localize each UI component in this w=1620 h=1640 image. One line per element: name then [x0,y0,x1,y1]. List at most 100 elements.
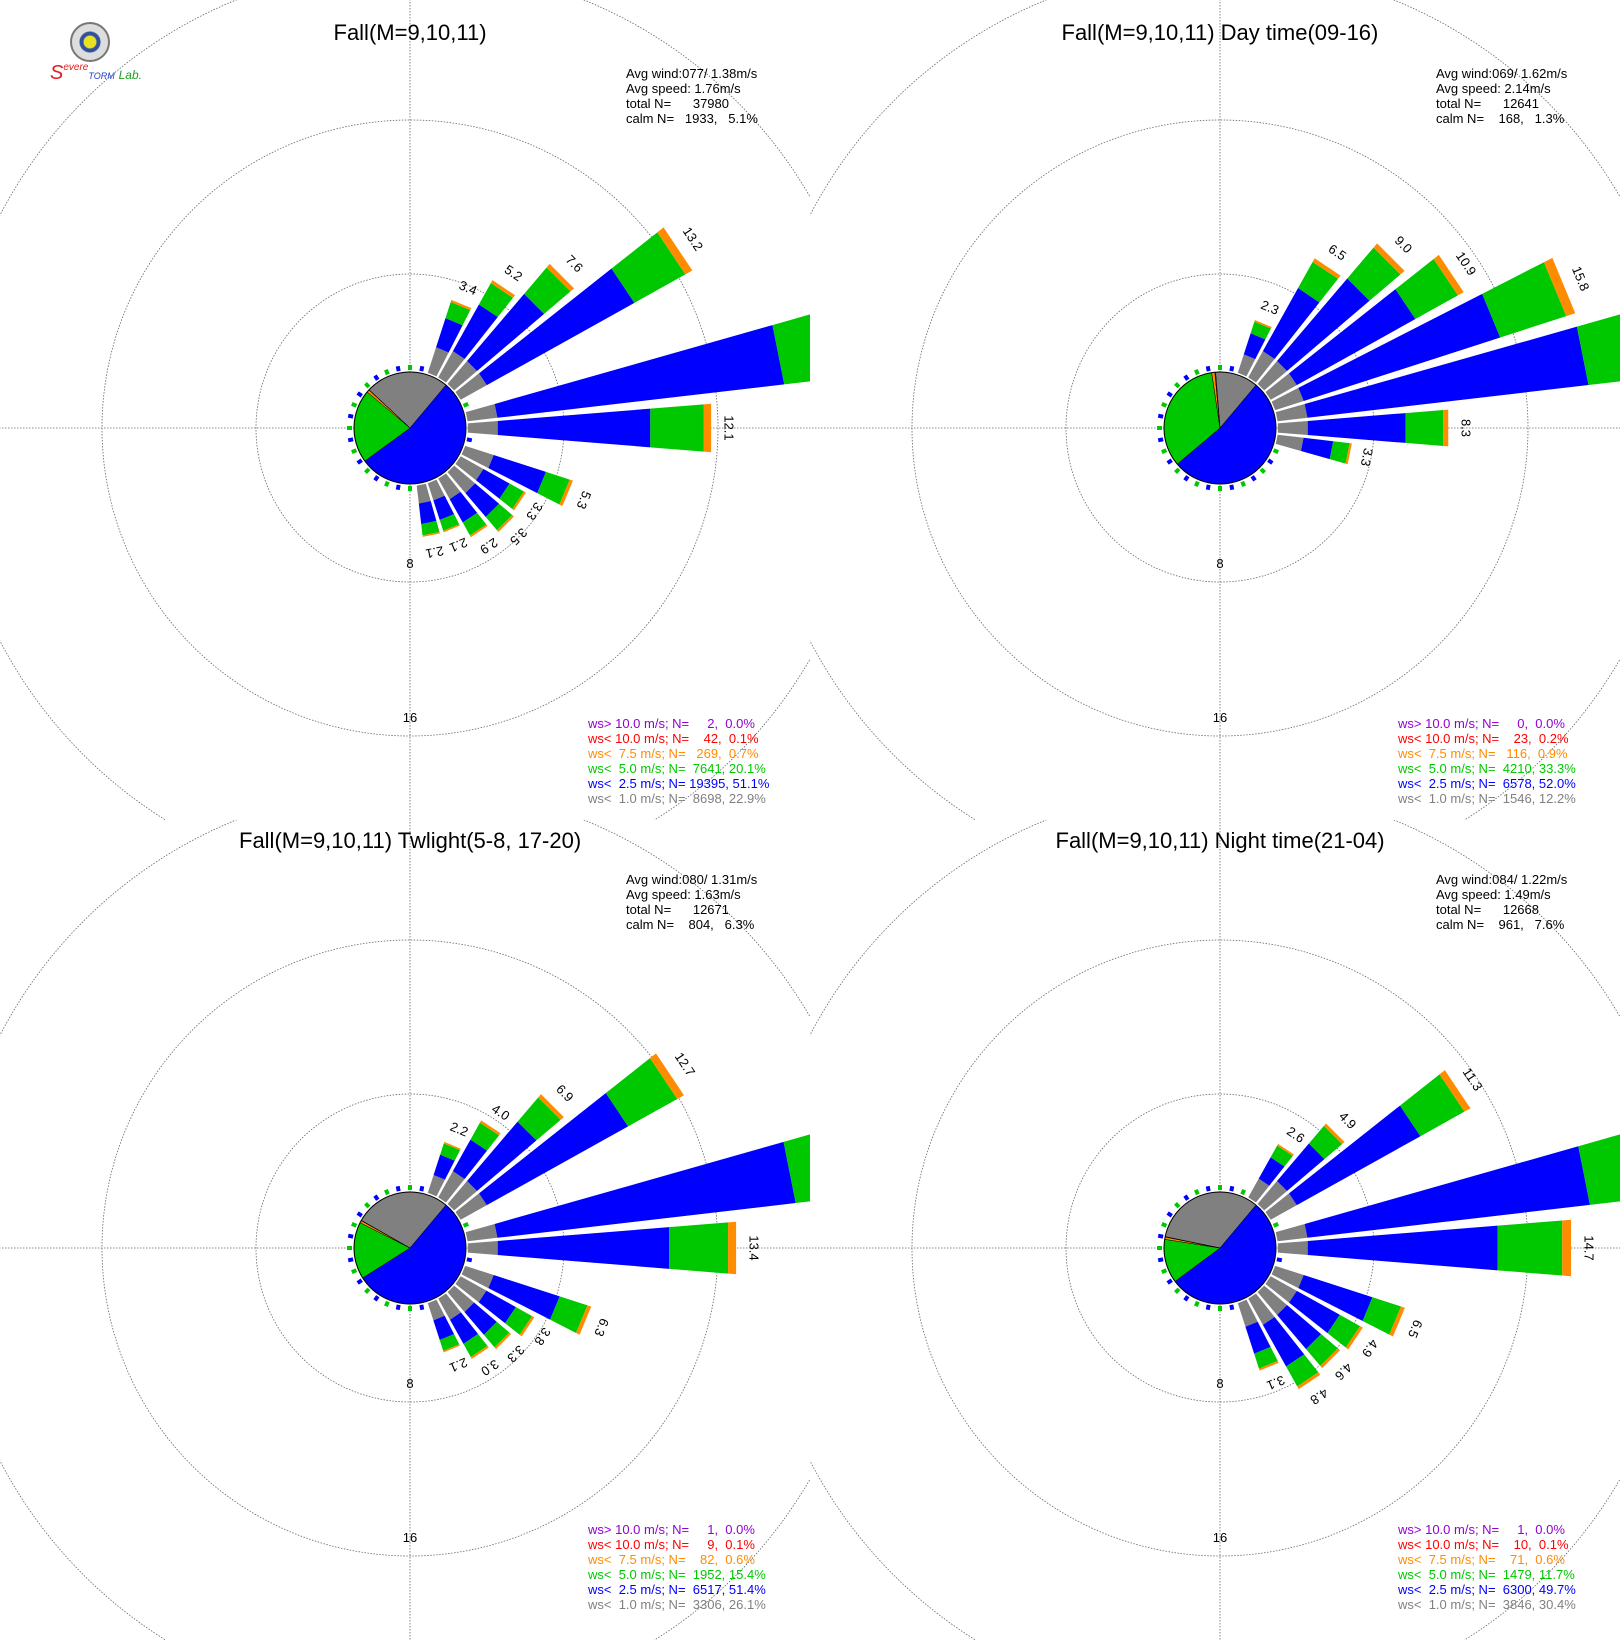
bar-segment-mid [470,1122,500,1151]
bar-segment-low [1298,1275,1373,1321]
bar-label: 13.2 [680,224,707,253]
legend-entry: ws< 1.0 m/s; N= 1546, 12.2% [1398,791,1576,806]
wind-rose-panel-4: 816242.64.911.321.214.76.54.94.64.83.1Fa… [810,820,1620,1640]
bar-segment-mid [445,302,471,326]
bar-label: 2.1 [424,543,445,561]
legend-entry: ws< 2.5 m/s; N= 19395, 51.1% [588,776,770,791]
legend-entry: ws< 5.0 m/s; N= 7641, 20.1% [588,761,766,776]
legend-entry: ws< 2.5 m/s; N= 6517, 51.4% [588,1582,766,1597]
bar-label: 11.3 [1460,1065,1486,1094]
perimeter-tick [1272,448,1279,454]
bar-segment-calm [1248,1293,1275,1325]
bar-segment-high [1543,257,1576,317]
perimeter-tick [1267,458,1274,465]
bar-segment-mid [499,483,524,509]
perimeter-tick [364,1202,371,1209]
bar-segment-calm [467,420,498,436]
legend-entry: ws< 10.0 m/s; N= 23, 0.2% [1398,731,1569,746]
bar-segment-low [433,1315,455,1341]
bar-segment-calm [455,1193,487,1220]
bar-segment-low [494,325,785,418]
bar-segment-calm [465,403,498,422]
bar-segment-calm [467,1240,498,1256]
perimeter-tick [384,1300,390,1307]
perimeter-tick [462,402,469,408]
perimeter-tick [364,1287,371,1294]
wind-stats: Avg wind:077/ 1.38m/s Avg speed: 1.76m/s t… [626,66,758,126]
stat-line: total N= 12641 [1436,96,1539,111]
bar-segment-low [478,1290,516,1324]
speed-class-legend: ws> 10.0 m/s; N= 1, 0.0% ws< 10.0 m/s; N=… [1398,1522,1576,1612]
stat-line: Avg speed: 1.49m/s [1436,887,1551,902]
perimeter-tick [1157,1233,1164,1239]
legend-entry: ws< 1.0 m/s; N= 8698, 22.9% [588,791,766,806]
bar-segment-calm [447,1285,475,1313]
bar-segment-mid [421,521,440,536]
bar-segment-mid [478,283,513,318]
legend-entry: ws< 10.0 m/s; N= 10, 0.1% [1398,1537,1569,1552]
bar-segment-mid [537,471,570,505]
perimeter-tick [347,1257,354,1263]
perimeter-tick [1240,1189,1246,1196]
bar-segment-calm [1277,420,1308,436]
perimeter-tick [1229,1185,1235,1192]
perimeter-tick [1194,1189,1200,1196]
bar-segment-low [488,455,547,494]
perimeter-tick [351,1222,358,1228]
bar-segment-mid [1576,314,1620,386]
bar-label: 2.2 [448,1119,470,1140]
bar-segment-high [443,524,460,533]
bar-segment-high [469,524,488,538]
lab-logo-text: SevereTORM Lab. [50,62,142,84]
bar-segment-low [464,1302,497,1335]
bar-label: 3.3 [1358,447,1376,468]
perimeter-tick [1229,1304,1235,1311]
bar-label: 6.5 [1405,1318,1426,1340]
bar-segment-mid [1482,262,1567,338]
bar-segment-calm [1248,351,1275,383]
perimeter-tick [1166,391,1173,398]
perimeter-tick [356,1278,363,1285]
bar-label: 7.6 [563,252,586,275]
bar-segment-low [488,1275,560,1320]
stat-line: Avg wind:077/ 1.38m/s [626,66,758,81]
ring-label-8: 8 [1216,1376,1223,1391]
bar-segment-high [1562,1219,1572,1277]
bar-segment-low [1277,1305,1322,1350]
legend-entry: ws< 10.0 m/s; N= 9, 0.1% [588,1537,755,1552]
perimeter-tick [1229,365,1235,372]
panel-title: Fall(M=9,10,11) Twlight(5-8, 17-20) [239,828,582,853]
bar-segment-calm [1265,373,1297,400]
bar-label: 2.3 [1259,297,1281,318]
stat-line: Avg wind:084/ 1.22m/s [1436,872,1568,887]
perimeter-tick [1174,382,1181,389]
bar-label: 3.8 [531,1325,554,1348]
bar-segment-high [450,299,472,311]
stat-line: total N= 12671 [626,902,729,917]
bar-segment-mid [1270,1145,1293,1167]
bar-segment-high [1443,409,1449,447]
perimeter-tick [384,369,390,376]
stat-line: total N= 37980 [626,96,729,111]
perimeter-tick [1157,437,1164,443]
bar-segment-mid [1395,258,1458,320]
perimeter-tick [1174,1287,1181,1294]
perimeter-tick [1205,1304,1211,1311]
bar-segment-calm [427,479,445,501]
stat-line: calm N= 804, 6.3% [626,917,755,932]
bar-segment-high [1323,1123,1345,1145]
bar-segment-mid [524,267,571,314]
perimeter-tick [395,365,401,372]
legend-entry: ws> 10.0 m/s; N= 0, 0.0% [1398,716,1565,731]
bar-segment-high [703,403,712,453]
bar-segment-calm [461,445,494,469]
perimeter-tick [1250,475,1257,482]
bar-segment-high [443,1141,461,1151]
perimeter-tick [347,413,354,419]
bar-segment-high [470,1345,489,1359]
bar-segment-calm [455,1276,487,1303]
bar-segment-low [1245,1321,1271,1354]
bar-label: 13.4 [747,1235,762,1260]
bar-segment-calm [447,465,476,494]
perimeter-tick [1259,467,1266,474]
